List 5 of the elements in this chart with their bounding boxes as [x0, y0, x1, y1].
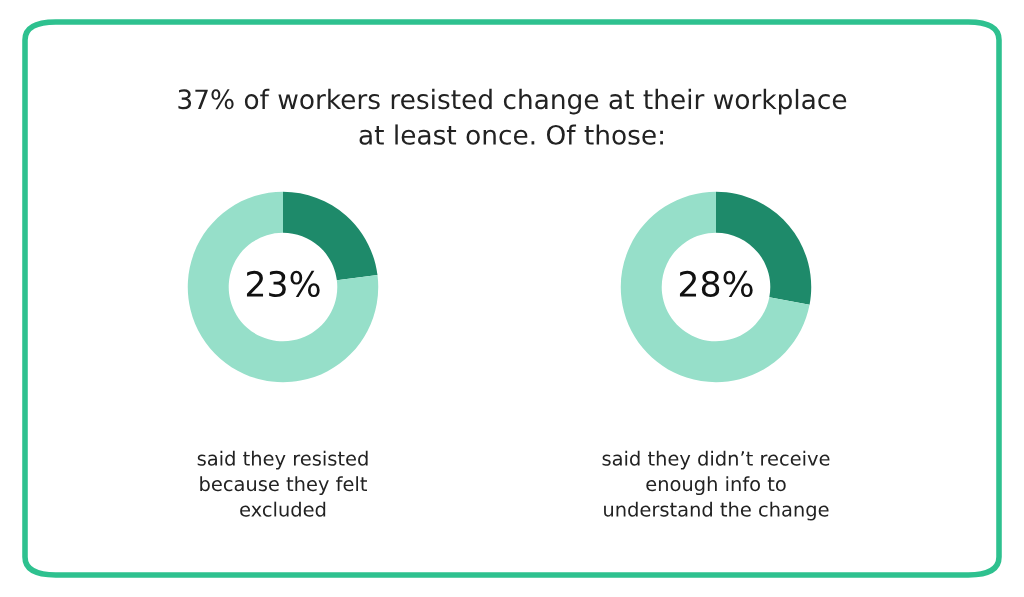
- data-label: 28%: [679, 270, 753, 298]
- data-label: 23%: [246, 270, 320, 298]
- text: said they didn’t receive enough info to understand the change: [602, 450, 830, 521]
- text: 37% of workers resisted change at their workplace at least once. Of those:: [178, 88, 847, 145]
- text: said they resisted because they felt excluded: [197, 450, 368, 517]
